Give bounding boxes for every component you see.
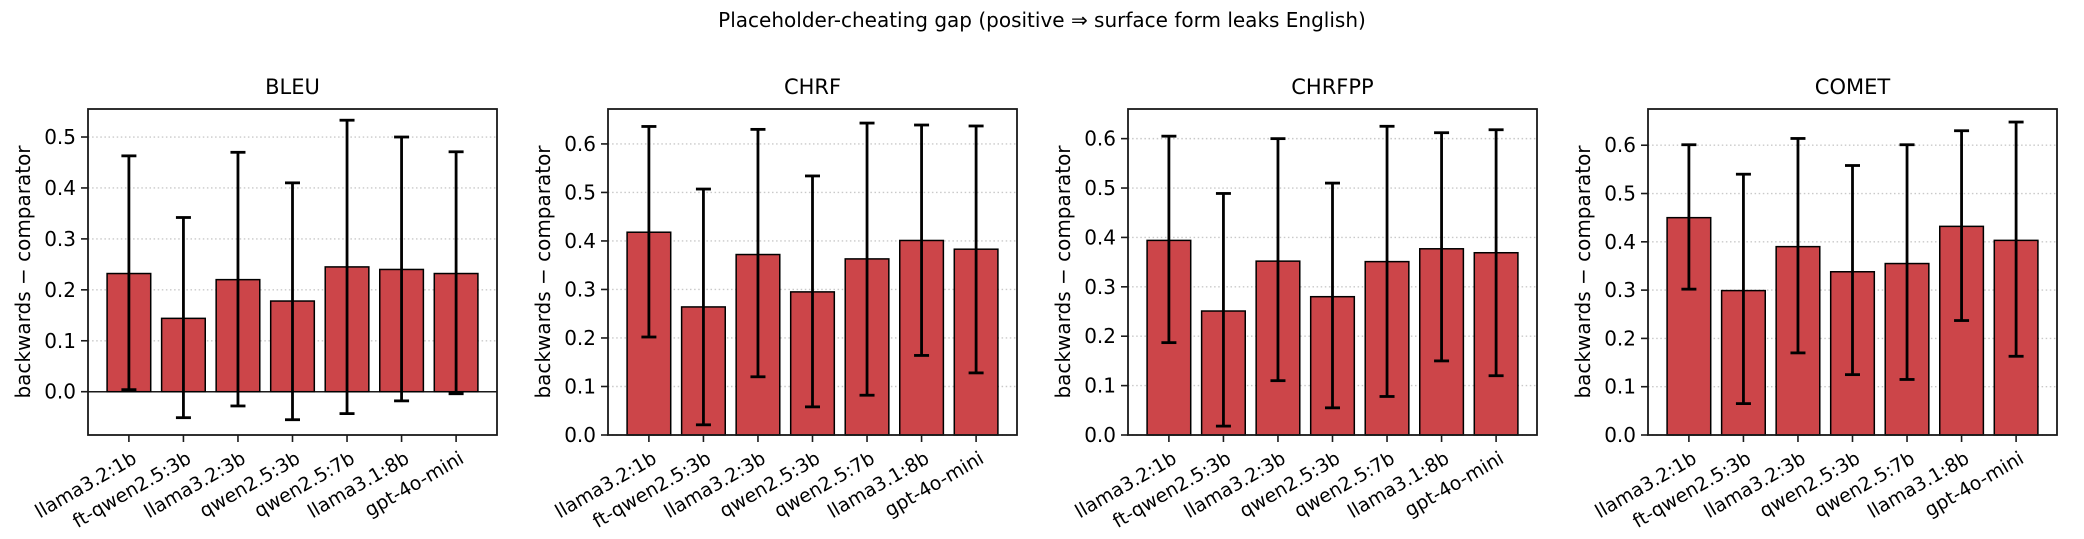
error-bar xyxy=(859,121,875,397)
y-tick-label: 0.0 xyxy=(1084,423,1116,447)
y-axis-label: backwards − comparator xyxy=(531,145,555,399)
error-bar xyxy=(175,216,191,420)
error-bar xyxy=(914,123,930,357)
error-bar xyxy=(1790,137,1806,355)
error-bar xyxy=(394,135,410,403)
subplot-title: COMET xyxy=(1815,75,1891,99)
y-tick-label: 0.0 xyxy=(1604,423,1636,447)
error-bar xyxy=(121,154,137,392)
y-tick-label: 0.2 xyxy=(564,326,596,350)
y-tick-label: 0.3 xyxy=(1604,278,1636,302)
y-tick-label: 0.4 xyxy=(1084,225,1116,249)
y-axis-label: backwards − comparator xyxy=(1571,145,1595,399)
subplot-title: CHRF xyxy=(784,75,841,99)
subplot-bleu: 0.0 0.1 0.2 0.3 0.4 0.5 llama3.2:1b ft-qwen2.5:… xyxy=(0,0,524,539)
error-bar xyxy=(1681,143,1697,291)
y-tick-label: 0.4 xyxy=(1604,230,1636,254)
error-bar xyxy=(1899,143,1915,381)
subplot-canvas-chrf: 0.00.10.20.30.40.50.6llama3.2:1bft-qwen2… xyxy=(531,75,1018,533)
y-tick-label: 0.6 xyxy=(1604,133,1636,157)
subplot-canvas-comet: 0.00.10.20.30.40.50.6llama3.2:1bft-qwen2… xyxy=(1571,75,2058,533)
subplot-chrf: 0.0 0.1 0.2 0.3 0.4 0.5 0.6 llama3.2:1b ft-qwen2… xyxy=(520,0,1044,539)
error-bar xyxy=(1325,181,1340,410)
y-tick-label: 0.4 xyxy=(44,176,76,200)
subplot-canvas-bleu: 0.00.10.20.30.40.5llama3.2:1bft-qwen2.5:… xyxy=(11,75,498,533)
y-tick-label: 0.4 xyxy=(564,229,596,253)
y-tick-label: 0.0 xyxy=(44,380,76,404)
y-axis-label: backwards − comparator xyxy=(1051,145,1075,399)
error-bar xyxy=(1954,129,1970,322)
error-bar xyxy=(1845,164,1860,377)
subplot-canvas-chrfpp: 0.00.10.20.30.40.50.6llama3.2:1bft-qwen2… xyxy=(1051,75,1538,533)
y-tick-label: 0.3 xyxy=(564,277,596,301)
error-bar xyxy=(1434,131,1450,363)
error-bar xyxy=(2008,120,2024,358)
y-tick-label: 0.5 xyxy=(44,125,76,149)
y-tick-label: 0.5 xyxy=(1604,182,1636,206)
error-bar xyxy=(1488,128,1504,378)
y-tick-label: 0.6 xyxy=(1084,127,1116,151)
error-bar xyxy=(1161,134,1177,345)
y-tick-label: 0.0 xyxy=(564,423,596,447)
error-bar xyxy=(339,118,355,416)
y-tick-label: 0.2 xyxy=(44,278,76,302)
error-bar xyxy=(641,125,657,339)
error-bar xyxy=(448,150,464,396)
figure-title: Placeholder-cheating gap (positive ⇒ sur… xyxy=(718,8,1366,32)
y-tick-label: 0.1 xyxy=(1084,374,1116,398)
error-bar xyxy=(1215,192,1231,428)
error-bar xyxy=(1270,137,1286,383)
y-tick-label: 0.2 xyxy=(1604,326,1636,350)
y-tick-label: 0.3 xyxy=(44,227,76,251)
y-axis-label: backwards − comparator xyxy=(11,145,35,399)
y-tick-label: 0.2 xyxy=(1084,324,1116,348)
y-tick-label: 0.1 xyxy=(44,329,76,353)
subplot-comet: 0.0 0.1 0.2 0.3 0.4 0.5 0.6 llama3.2:1b ft-qwen2… xyxy=(1560,0,2084,539)
subplot-chrfpp: 0.0 0.1 0.2 0.3 0.4 0.5 0.6 llama3.2:1b ft-qwen2… xyxy=(1040,0,1564,539)
error-bar xyxy=(1379,124,1395,398)
y-tick-label: 0.3 xyxy=(1084,275,1116,299)
subplot-title: CHRFPP xyxy=(1291,75,1373,99)
y-tick-label: 0.1 xyxy=(1604,375,1636,399)
error-bar xyxy=(230,150,246,408)
error-bar xyxy=(695,187,711,427)
error-bar xyxy=(1735,172,1751,406)
y-tick-label: 0.5 xyxy=(564,180,596,204)
y-tick-label: 0.6 xyxy=(564,132,596,156)
error-bar xyxy=(285,181,300,422)
subplot-title: BLEU xyxy=(265,75,320,99)
y-tick-label: 0.1 xyxy=(564,374,596,398)
y-tick-label: 0.5 xyxy=(1084,176,1116,200)
error-bar xyxy=(968,124,984,375)
error-bar xyxy=(750,127,766,379)
error-bar xyxy=(805,174,820,409)
